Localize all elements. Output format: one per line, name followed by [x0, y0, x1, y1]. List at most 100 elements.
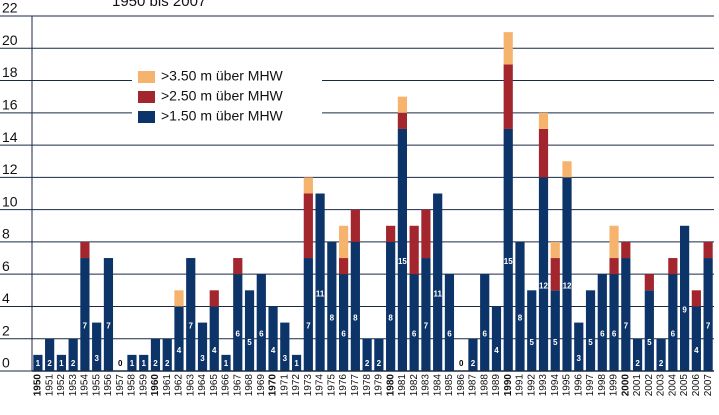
x-tick-label: 1985 [444, 374, 455, 397]
bar-segment [585, 290, 596, 371]
x-tick-label: 1960 [150, 374, 161, 397]
value-label: 6 [600, 330, 605, 339]
bar-segment [315, 193, 325, 371]
bar-segment [550, 290, 560, 371]
y-tick-label: 6 [2, 258, 10, 274]
bar-segment [515, 241, 525, 371]
x-tick-label: 1981 [397, 374, 408, 397]
x-tick-label: 1971 [279, 374, 290, 397]
x-tick-label: 1964 [197, 374, 208, 397]
x-tick-label: 1956 [103, 374, 114, 397]
value-label: 6 [671, 330, 676, 339]
x-tick-label: 1992 [526, 374, 537, 397]
x-tick-label: 1987 [468, 374, 479, 397]
y-tick-label: 14 [2, 129, 18, 145]
bar-segment [256, 274, 266, 371]
x-tick-label: 2006 [691, 374, 702, 397]
bar-segment [421, 258, 431, 371]
bar-segment [609, 225, 619, 259]
value-label: 2 [365, 359, 370, 368]
value-label: 6 [412, 330, 417, 339]
bar-segment [174, 290, 184, 307]
bar-segment [291, 354, 302, 371]
bar-segment [480, 274, 490, 371]
x-tick-label: 1970 [268, 374, 279, 397]
value-label: 2 [471, 359, 476, 368]
bar-segment [33, 354, 43, 371]
bar-segment [327, 241, 337, 371]
value-label: 0 [459, 359, 464, 368]
value-label: 2 [635, 359, 640, 368]
value-label: 7 [706, 322, 711, 331]
x-tick-label: 2005 [679, 374, 690, 397]
x-tick-label: 1999 [609, 374, 620, 397]
bar-segment [303, 193, 313, 259]
bar-segment [691, 306, 701, 371]
y-tick-label: 2 [2, 322, 10, 338]
bar-segment [386, 241, 396, 371]
value-label: 5 [553, 338, 558, 347]
x-tick-label: 1951 [44, 374, 55, 397]
bar-segment [597, 274, 607, 371]
bar-segment [374, 338, 384, 371]
bar-segment [362, 338, 372, 371]
x-tick-label: 1962 [174, 374, 185, 397]
bar-segment [680, 225, 690, 371]
x-tick-label: 1983 [421, 374, 432, 397]
x-tick-label: 1998 [597, 374, 608, 397]
bar-segment [397, 96, 407, 113]
bar-segment [433, 193, 443, 371]
bar-segment [644, 274, 654, 291]
legend-swatch [138, 111, 155, 123]
legend-swatch [138, 91, 155, 103]
x-tick-label: 1975 [326, 374, 337, 397]
bar-segment [80, 241, 90, 259]
value-label: 11 [433, 289, 442, 298]
value-label: 4 [494, 346, 499, 355]
value-label: 9 [682, 305, 687, 314]
value-label: 6 [259, 330, 264, 339]
value-label: 7 [424, 322, 429, 331]
bar-segment [280, 322, 290, 371]
value-label: 7 [106, 322, 111, 331]
bar-segment [668, 274, 678, 371]
legend-label: >3.50 m über MHW [161, 68, 284, 84]
y-tick-label: 12 [2, 161, 18, 177]
x-tick-label: 1954 [80, 374, 91, 397]
bar-segment [421, 209, 431, 259]
y-tick-label: 18 [2, 64, 18, 80]
value-label: 6 [236, 330, 241, 339]
bar-segment [339, 258, 349, 275]
value-label: 3 [200, 354, 205, 363]
value-label: 1 [130, 359, 135, 368]
chart-subtitle: 1950 bis 2007 [112, 0, 206, 10]
bar-segment [127, 354, 137, 371]
bar-segment [162, 338, 172, 371]
bar-segment [444, 274, 455, 371]
value-label: 8 [388, 314, 393, 323]
bar-segment [80, 258, 90, 371]
bar-segment [609, 274, 619, 371]
value-label: 5 [588, 338, 593, 347]
x-tick-label: 1974 [315, 374, 326, 397]
value-label: 4 [212, 346, 217, 355]
value-label: 7 [189, 322, 194, 331]
bar-segment [209, 306, 219, 371]
bar-segment [538, 112, 549, 129]
value-label: 4 [177, 346, 182, 355]
x-tick-label: 1967 [232, 374, 243, 397]
value-label: 4 [694, 346, 699, 355]
y-tick-label: 0 [2, 355, 10, 371]
value-label: 3 [283, 354, 288, 363]
x-tick-label: 1993 [538, 374, 549, 397]
value-label: 2 [47, 359, 52, 368]
x-tick-label: 1997 [585, 374, 596, 397]
value-label: 12 [539, 281, 548, 290]
value-label: 15 [398, 257, 407, 266]
bar-segment [703, 258, 713, 371]
bar-segment [221, 354, 231, 371]
bar-segment [233, 274, 243, 371]
bar-segment [350, 241, 360, 371]
x-tick-label: 1977 [350, 374, 361, 397]
value-label: 1 [294, 359, 299, 368]
